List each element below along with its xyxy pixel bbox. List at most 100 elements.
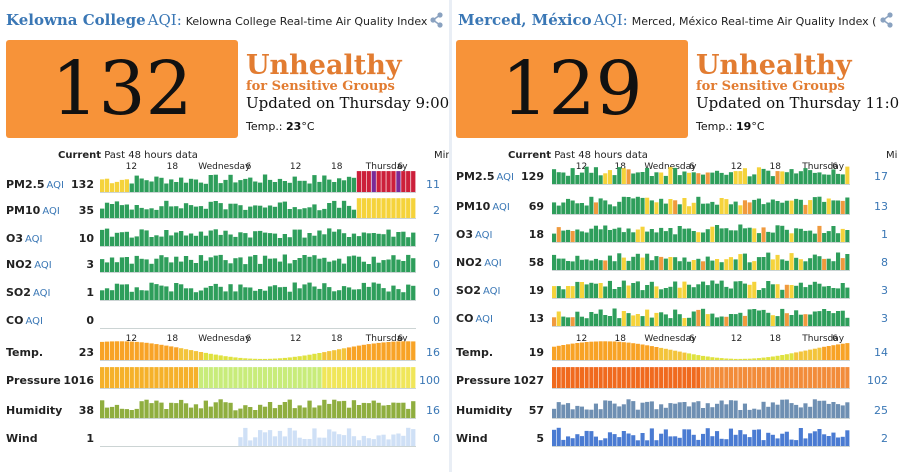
- history-bar: [272, 285, 278, 300]
- history-bar: [598, 440, 603, 446]
- current-value: 5: [536, 432, 544, 445]
- history-bar: [719, 400, 724, 418]
- history-bar: [100, 400, 105, 418]
- history-bar: [826, 436, 831, 446]
- history-bar: [292, 176, 297, 192]
- history-bar: [812, 233, 817, 242]
- history-bar: [307, 183, 312, 192]
- pollutant-name: SO2: [456, 284, 481, 297]
- history-bar: [598, 367, 603, 388]
- time-tick-top: Thursday: [365, 162, 408, 172]
- history-bar: [626, 285, 631, 298]
- history-bar: [287, 263, 292, 272]
- history-bar: [733, 259, 738, 270]
- share-icon[interactable]: [430, 12, 444, 28]
- history-bar: [724, 439, 729, 446]
- history-bar: [593, 341, 598, 360]
- history-bar: [396, 232, 401, 246]
- history-bar: [381, 434, 386, 446]
- column-header: Current Past 48 hours data: [58, 150, 198, 161]
- history-bar: [381, 198, 386, 218]
- history-bar: [836, 288, 841, 298]
- aqi-category: Unhealthy for Sensitive Groups: [246, 52, 402, 94]
- history-bar: [812, 281, 817, 298]
- history-bar: [193, 351, 199, 360]
- history-bar: [724, 259, 729, 270]
- history-bar: [728, 204, 733, 214]
- history-bar: [752, 281, 757, 298]
- history-bar: [287, 209, 292, 218]
- time-tick-mid: Wednesday: [644, 334, 697, 344]
- station-aqi-word: AQI:: [147, 11, 182, 29]
- history-bar: [322, 175, 327, 192]
- history-bar: [346, 176, 352, 192]
- history-bar: [840, 258, 845, 270]
- history-bar: [561, 289, 566, 298]
- history-bar: [114, 181, 120, 192]
- history-bar: [575, 175, 580, 184]
- history-bar: [640, 172, 645, 184]
- history-bar: [696, 258, 701, 270]
- history-bar: [840, 283, 845, 298]
- history-bar: [677, 261, 682, 270]
- history-bar: [831, 200, 836, 214]
- station-city-link[interactable]: Kelowna College: [6, 11, 146, 29]
- history-bar: [593, 202, 598, 214]
- history-bar: [179, 367, 184, 388]
- history-bar: [845, 230, 850, 242]
- history-bar: [198, 231, 204, 246]
- history-bar: [794, 310, 799, 326]
- pollutant-name: O3: [6, 232, 24, 245]
- history-bar: [845, 402, 850, 418]
- history-bar: [371, 343, 376, 360]
- history-bar: [817, 347, 822, 360]
- history-bar: [663, 348, 668, 360]
- history-bar: [203, 208, 208, 218]
- history-bar: [134, 236, 139, 246]
- current-value: 35: [78, 204, 94, 217]
- history-bar: [248, 287, 253, 300]
- history-bar: [233, 203, 238, 218]
- row-label-pm10: PM10 AQI: [456, 200, 510, 213]
- history-bar: [183, 256, 189, 272]
- history-bar: [798, 259, 803, 270]
- history-bar: [302, 180, 307, 192]
- history-bar: [840, 367, 845, 388]
- history-bar: [366, 344, 371, 360]
- history-bar: [322, 257, 327, 272]
- history-bar: [682, 171, 687, 184]
- history-bar: [327, 367, 332, 388]
- history-bar: [817, 311, 822, 326]
- history-bar: [411, 401, 416, 418]
- history-bar: [258, 182, 263, 192]
- history-bar: [784, 354, 789, 360]
- history-bar: [139, 178, 144, 192]
- history-bar: [159, 206, 164, 218]
- history-bar: [561, 404, 566, 418]
- history-bar: [317, 367, 322, 388]
- history-bar: [724, 174, 729, 184]
- history-bar: [579, 203, 584, 214]
- history-bar: [109, 257, 115, 272]
- history-bar: [179, 177, 184, 192]
- history-bar: [766, 406, 771, 418]
- history-bar: [640, 344, 645, 360]
- history-bar: [154, 400, 159, 418]
- history-bar: [552, 202, 557, 214]
- station-city-link[interactable]: Merced, México: [458, 11, 592, 29]
- history-bar: [701, 261, 706, 270]
- history-bar: [575, 343, 580, 360]
- history-bar: [556, 227, 561, 242]
- history-bar: [836, 367, 841, 388]
- history-bar: [589, 367, 594, 388]
- unit-label: AQI: [496, 172, 515, 183]
- share-icon[interactable]: [880, 12, 894, 28]
- history-bar: [396, 433, 401, 446]
- history-bar: [386, 439, 391, 446]
- history-bar: [159, 255, 164, 272]
- history-bar: [766, 357, 771, 360]
- history-bar: [322, 367, 327, 388]
- history-bar: [621, 431, 626, 446]
- history-bar: [248, 358, 253, 360]
- history-bar: [327, 179, 332, 192]
